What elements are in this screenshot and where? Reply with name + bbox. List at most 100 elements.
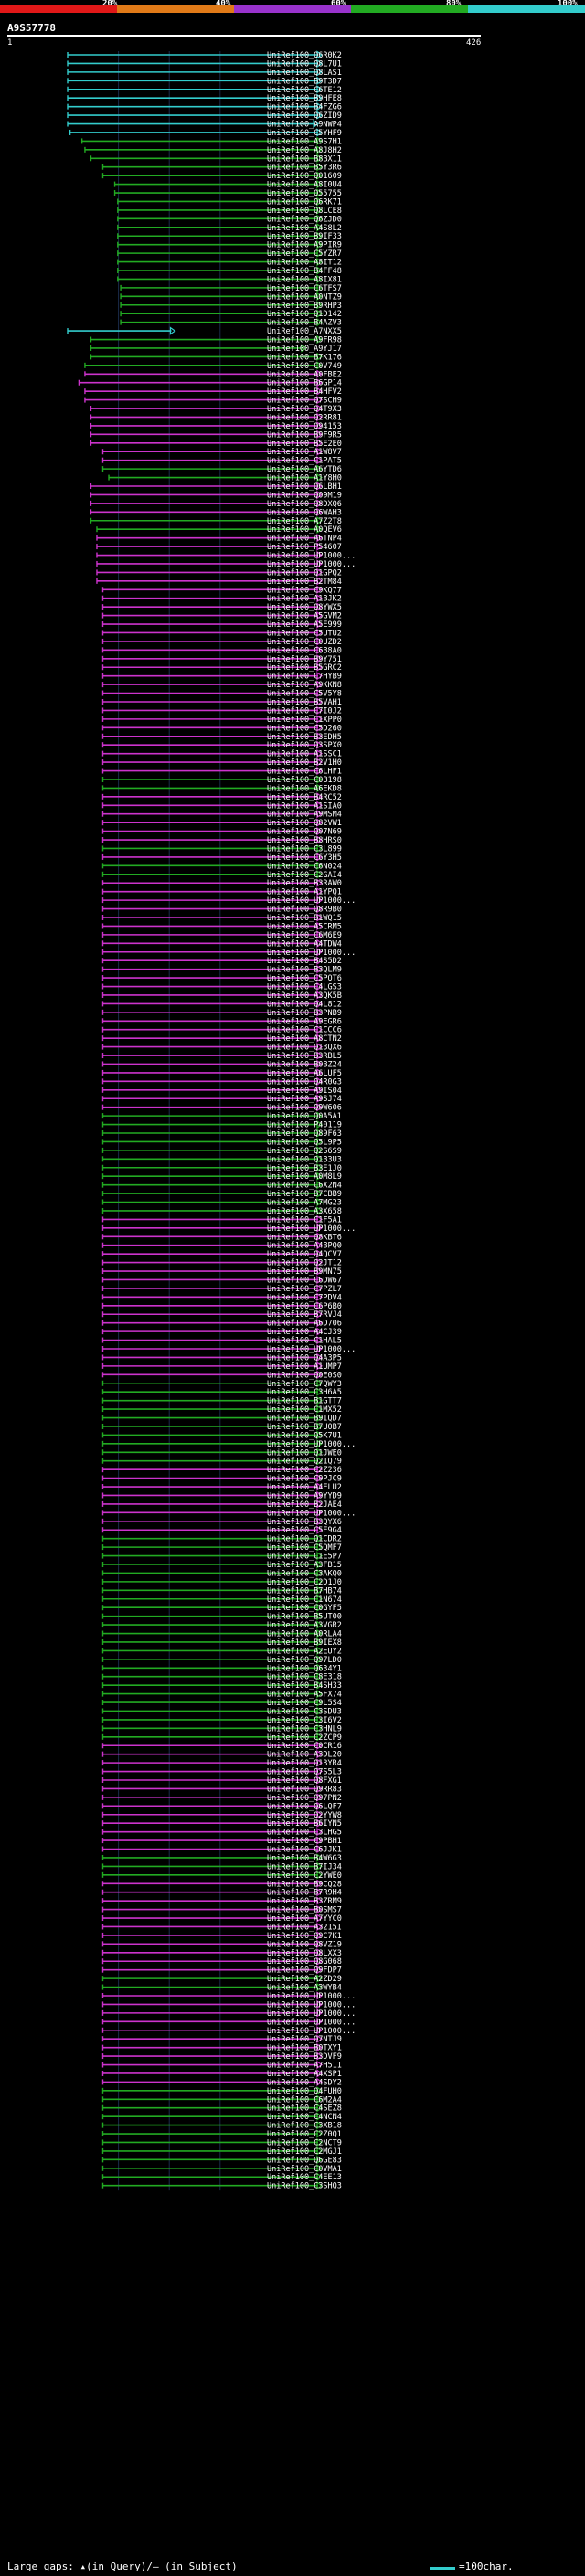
hit-label[interactable]: UniRef100_B5E2E0	[267, 440, 342, 449]
hit-label[interactable]: UniRef100_A8I0U4	[267, 181, 342, 190]
hit-row[interactable]: UniRef100_Q2S6S9	[101, 1146, 342, 1156]
hit-row[interactable]: UniRef100_A4BPQ0	[101, 1241, 342, 1251]
hit-label[interactable]: UniRef100_B4RC52	[267, 793, 342, 802]
hit-row[interactable]: UniRef100_P40119	[101, 1119, 342, 1130]
hit-row[interactable]: UniRef100_Q9FDP7	[101, 1966, 342, 1976]
hit-label[interactable]: UniRef100_B9IQD7	[267, 1415, 342, 1424]
hit-label[interactable]: UniRef100_P40119	[267, 1121, 342, 1130]
hit-row[interactable]: UniRef100_Q1JWE0	[101, 1447, 342, 1458]
hit-label[interactable]: UniRef100_Q4L812	[267, 1000, 342, 1009]
hit-label[interactable]: UniRef100_UP1000...	[267, 896, 356, 906]
hit-row[interactable]: UniRef100_A1UMP7	[101, 1362, 342, 1372]
hit-row[interactable]: UniRef100_UP1000...	[101, 1508, 356, 1518]
hit-row[interactable]: UniRef100_A9YJ17	[90, 344, 342, 354]
hit-label[interactable]: UniRef100_C3I6V2	[267, 1716, 342, 1725]
hit-label[interactable]: UniRef100_B5GRC2	[267, 663, 342, 673]
hit-label[interactable]: UniRef100_Q97LD0	[267, 1656, 342, 1665]
hit-row[interactable]: UniRef100_C2YWE0	[101, 1871, 342, 1881]
hit-row[interactable]: UniRef100_C0UZD2	[101, 637, 342, 647]
hit-label[interactable]: UniRef100_Q0A5A1	[267, 1112, 342, 1121]
hit-label[interactable]: UniRef100_A7MG23	[267, 1199, 342, 1208]
hit-row[interactable]: UniRef100_B8BX11	[90, 154, 342, 164]
hit-row[interactable]: UniRef100_C9KQ77	[101, 585, 342, 595]
hit-row[interactable]: UniRef100_B3ZRM9	[101, 1896, 342, 1906]
hit-label[interactable]: UniRef100_Q8VZ19	[267, 1940, 342, 1949]
hit-label[interactable]: UniRef100_Q0E0S0	[267, 1371, 342, 1380]
hit-label[interactable]: UniRef100_B0BZ24	[267, 1060, 342, 1069]
hit-label[interactable]: UniRef100_A1BJK2	[267, 595, 342, 604]
hit-label[interactable]: UniRef100_A0M8L9	[267, 1172, 342, 1182]
hit-row[interactable]: UniRef100_A0RLA4	[101, 1628, 342, 1639]
hit-label[interactable]: UniRef100_A5E999	[267, 620, 342, 630]
hit-row[interactable]: UniRef100_A1SIA0	[101, 800, 342, 811]
hit-label[interactable]: UniRef100_Q6GE83	[267, 2156, 342, 2165]
hit-label[interactable]: UniRef100_A5CRM5	[267, 922, 342, 931]
hit-label[interactable]: UniRef100_Q7S5L3	[267, 1768, 342, 1777]
hit-label[interactable]: UniRef100_A5FX74	[267, 1691, 342, 1700]
hit-row[interactable]: UniRef100_Q6LQF7	[101, 1801, 342, 1811]
hit-row[interactable]: UniRef100_Q1CDR2	[101, 1534, 342, 1544]
hit-row[interactable]: UniRef100_A5CRM5	[101, 921, 342, 931]
hit-row[interactable]: UniRef100_C1N674	[101, 1595, 342, 1605]
hit-row[interactable]: UniRef100_A1BJK2	[101, 594, 342, 604]
hit-row[interactable]: UniRef100_UP1000...	[101, 1439, 356, 1449]
hit-row[interactable]: UniRef100_B3PNB9	[101, 1008, 342, 1018]
hit-label[interactable]: UniRef100_A9FR98	[267, 336, 342, 345]
hit-row[interactable]: UniRef100_Q2YYW8	[101, 1810, 342, 1820]
hit-row[interactable]: UniRef100_C6TE12	[67, 85, 342, 95]
hit-row[interactable]: UniRef100_C7QWY3	[101, 1379, 342, 1389]
hit-row[interactable]: UniRef100_B4AZV3	[120, 317, 342, 328]
hit-label[interactable]: UniRef100_C5UTU2	[267, 629, 342, 638]
hit-row[interactable]: UniRef100_B9CQ28	[101, 1879, 342, 1889]
hit-label[interactable]: UniRef100_B8BX11	[267, 154, 342, 164]
hit-label[interactable]: UniRef100_A0NTZ9	[267, 292, 342, 302]
hit-label[interactable]: UniRef100_UP1000...	[267, 560, 356, 569]
hit-label[interactable]: UniRef100_B3RBL5	[267, 1052, 342, 1061]
hit-row[interactable]: UniRef100_B7RVJ4	[101, 1309, 342, 1320]
hit-label[interactable]: UniRef100_Q6RK71	[267, 197, 342, 207]
hit-label[interactable]: UniRef100_B0SMS7	[267, 1906, 342, 1915]
hit-row[interactable]: UniRef100_Q7NTJ9	[101, 2034, 342, 2044]
hit-row[interactable]: UniRef100_C3L899	[101, 843, 342, 853]
hit-row[interactable]: UniRef100_C8E318	[101, 1672, 342, 1682]
hit-label[interactable]: UniRef100_Q07N69	[267, 828, 342, 837]
hit-label[interactable]: UniRef100_C6X2N4	[267, 1182, 342, 1191]
hit-row[interactable]: UniRef100_Q89F63	[101, 1129, 342, 1139]
hit-row[interactable]: UniRef100_C3SHQ3	[101, 2181, 342, 2191]
hit-row[interactable]: UniRef100_B7K176	[90, 352, 342, 362]
hit-row[interactable]: UniRef100_B1GTT7	[101, 1395, 342, 1406]
hit-row[interactable]: UniRef100_A7H511	[101, 2060, 342, 2071]
hit-row[interactable]: UniRef100_B9IF33	[117, 231, 342, 241]
hit-row[interactable]: UniRef100_C5D260	[101, 723, 342, 733]
hit-row[interactable]: UniRef100_Q4R0G3	[101, 1076, 342, 1087]
hit-row[interactable]: UniRef100_Q6ZJD0	[117, 214, 342, 224]
hit-label[interactable]: UniRef100_C1PAT5	[267, 457, 342, 466]
hit-label[interactable]: UniRef100_C6TE12	[267, 86, 342, 95]
hit-label[interactable]: UniRef100_B4AZV3	[267, 319, 342, 328]
hit-label[interactable]: UniRef100_Q9RR83	[267, 1785, 342, 1794]
hit-row[interactable]: UniRef100_B4W6G3	[101, 1853, 342, 1863]
hit-label[interactable]: UniRef100_A7H511	[267, 2062, 342, 2071]
hit-label[interactable]: UniRef100_Q2RR81	[267, 413, 342, 422]
hit-label[interactable]: UniRef100_C5YHF9	[267, 129, 342, 138]
hit-label[interactable]: UniRef100_A3DL20	[267, 1751, 342, 1760]
hit-label[interactable]: UniRef100_C6P6B0	[267, 1302, 342, 1311]
hit-label[interactable]: UniRef100_C4NCN4	[267, 2113, 342, 2122]
hit-label[interactable]: UniRef100_C3SDU3	[267, 1707, 342, 1716]
hit-row[interactable]: UniRef100_C6M6E9	[101, 930, 342, 940]
hit-label[interactable]: UniRef100_C1F5A1	[267, 1215, 342, 1224]
hit-label[interactable]: UniRef100_B7RVJ4	[267, 1310, 342, 1320]
hit-label[interactable]: UniRef100_B7U0B7	[267, 1423, 342, 1432]
hit-label[interactable]: UniRef100_Q8L7U1	[267, 59, 342, 69]
hit-label[interactable]: UniRef100_A1W8V7	[267, 448, 342, 457]
hit-row[interactable]: UniRef100_A9IS04	[101, 1086, 342, 1096]
hit-row[interactable]: UniRef100_C2Z0Q1	[101, 2129, 342, 2139]
hit-row[interactable]: UniRef100_B4FF48	[117, 266, 342, 276]
hit-label[interactable]: UniRef100_C2Z236	[267, 1466, 342, 1475]
hit-row[interactable]: UniRef100_A8IX81	[117, 274, 342, 284]
hit-label[interactable]: UniRef100_Q13QX6	[267, 1044, 342, 1053]
hit-label[interactable]: UniRef100_P54607	[267, 543, 342, 552]
hit-row[interactable]: UniRef100_B7IJ34	[101, 1861, 342, 1871]
hit-row[interactable]: UniRef100_C1HAL5	[101, 1335, 342, 1346]
hit-row[interactable]: UniRef100_A9PIR9	[117, 240, 342, 250]
